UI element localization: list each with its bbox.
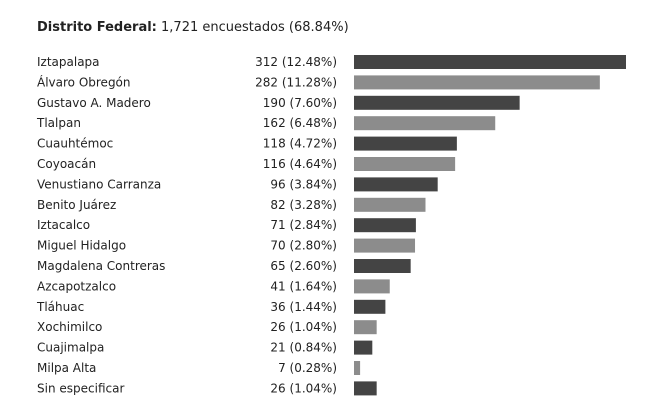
category-label: Sin especificar [37, 381, 124, 395]
bar [354, 361, 361, 375]
category-label: Coyoacán [37, 157, 96, 171]
bar [354, 116, 496, 131]
category-label: Azcapotzalco [37, 279, 116, 293]
value-label: 41 (1.64%) [270, 279, 337, 293]
category-label: Xochimilco [37, 320, 102, 334]
category-label: Gustavo A. Madero [37, 96, 151, 110]
value-label: 82 (3.28%) [270, 198, 337, 212]
value-label: 26 (1.04%) [270, 320, 337, 334]
category-label: Miguel Hidalgo [37, 239, 126, 253]
value-label: 65 (2.60%) [270, 259, 337, 273]
category-label: Álvaro Obregón [37, 74, 131, 89]
value-label: 71 (2.84%) [270, 218, 337, 232]
category-label: Tláhuac [36, 300, 84, 314]
value-label: 282 (11.28%) [255, 75, 337, 89]
bar [354, 136, 457, 151]
value-label: 116 (4.64%) [263, 157, 337, 171]
value-label: 7 (0.28%) [278, 361, 337, 375]
category-label: Milpa Alta [37, 361, 96, 375]
bar [354, 381, 377, 396]
bar [354, 259, 411, 273]
bar [354, 279, 390, 294]
bar [354, 238, 416, 253]
bar [354, 55, 626, 69]
category-label: Cuauhtémoc [37, 137, 113, 151]
category-label: Benito Juárez [37, 198, 116, 212]
category-label: Iztapalapa [37, 55, 100, 69]
value-label: 26 (1.04%) [270, 381, 337, 395]
category-label: Tlalpan [36, 116, 81, 130]
value-label: 190 (7.60%) [263, 96, 337, 110]
value-label: 70 (2.80%) [270, 239, 337, 253]
bar [354, 157, 456, 171]
bar [354, 218, 416, 233]
category-label: Magdalena Contreras [37, 259, 165, 273]
category-label: Iztacalco [37, 218, 90, 232]
value-label: 118 (4.72%) [263, 137, 337, 151]
category-label: Cuajimalpa [37, 341, 104, 355]
bar [354, 299, 386, 314]
value-label: 21 (0.84%) [270, 341, 337, 355]
chart-subtitle: 1,721 encuestados (68.84%) [161, 20, 349, 35]
bar [354, 75, 600, 90]
bar [354, 177, 438, 192]
value-label: 96 (3.84%) [270, 177, 337, 191]
bar [354, 95, 520, 110]
value-label: 36 (1.44%) [270, 300, 337, 314]
bar [354, 320, 377, 335]
category-label: Venustiano Carranza [37, 177, 161, 191]
value-label: 312 (12.48%) [255, 55, 337, 69]
value-label: 162 (6.48%) [263, 116, 337, 130]
bar [354, 340, 373, 355]
chart-title-main: Distrito Federal: [37, 20, 157, 35]
bar [354, 197, 426, 212]
chart-title: Distrito Federal: 1,721 encuestados (68.… [37, 20, 349, 35]
